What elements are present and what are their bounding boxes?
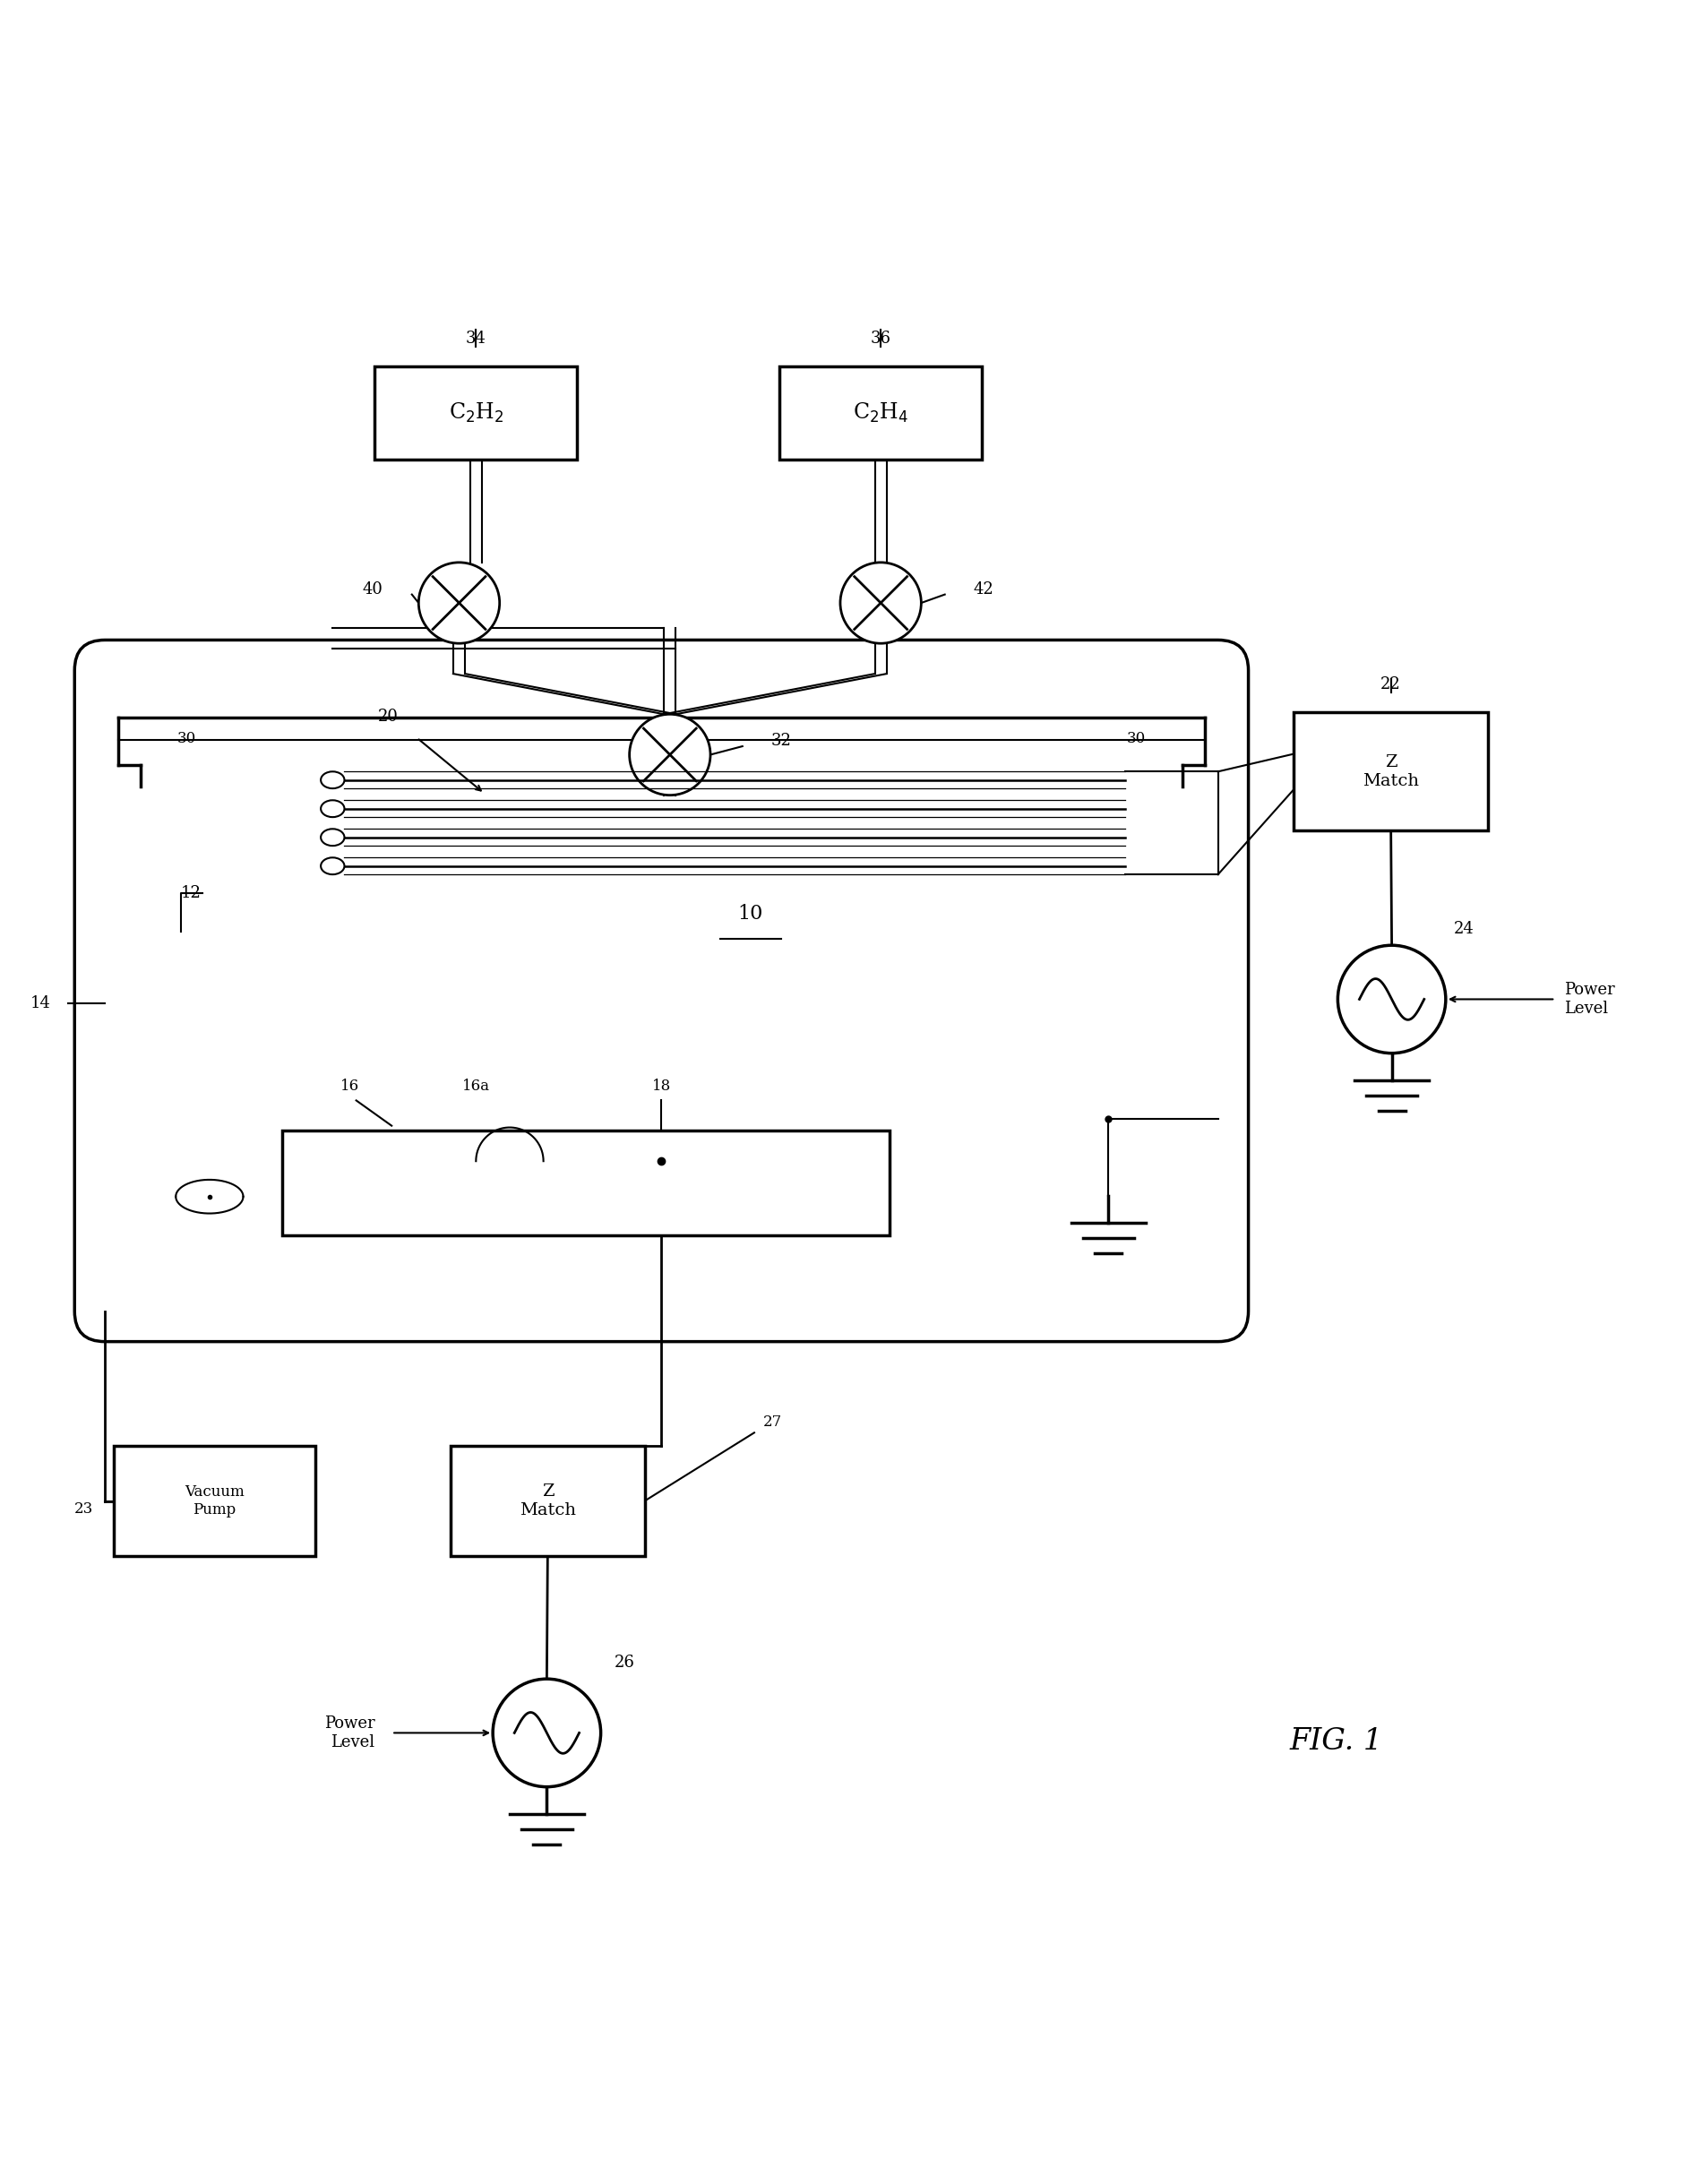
Bar	[451, 1446, 645, 1555]
Text: FIG. 1: FIG. 1	[1289, 1728, 1382, 1756]
Circle shape	[630, 714, 710, 795]
Text: 32: 32	[771, 734, 791, 749]
Text: 42: 42	[974, 581, 994, 598]
Text: Z
Match: Z Match	[1362, 753, 1420, 788]
Ellipse shape	[320, 771, 344, 788]
Text: Power
Level: Power Level	[324, 1714, 374, 1749]
Circle shape	[840, 563, 922, 644]
Bar	[374, 367, 578, 459]
Ellipse shape	[320, 858, 344, 874]
Ellipse shape	[320, 799, 344, 817]
Text: 16a: 16a	[462, 1079, 490, 1094]
Text: 30: 30	[1127, 732, 1145, 747]
Bar	[779, 367, 983, 459]
Text: 22: 22	[1381, 677, 1401, 692]
Text: C$_2$H$_4$: C$_2$H$_4$	[854, 402, 908, 426]
Circle shape	[493, 1679, 601, 1787]
Bar	[281, 1131, 889, 1236]
Text: 10: 10	[739, 904, 764, 924]
FancyBboxPatch shape	[75, 640, 1248, 1341]
Text: 27: 27	[762, 1413, 781, 1428]
Text: 26: 26	[615, 1653, 635, 1671]
Text: C$_2$H$_2$: C$_2$H$_2$	[449, 402, 503, 426]
Text: Z
Match: Z Match	[520, 1483, 576, 1518]
Text: Vacuum
Pump: Vacuum Pump	[185, 1485, 244, 1518]
Ellipse shape	[320, 830, 344, 845]
Text: 36: 36	[871, 330, 891, 347]
Text: 40: 40	[363, 581, 383, 598]
Text: 20: 20	[378, 708, 398, 725]
Text: Power
Level: Power Level	[1564, 983, 1614, 1016]
Text: 30: 30	[178, 732, 197, 747]
Text: 14: 14	[30, 996, 51, 1011]
Text: 18: 18	[652, 1079, 671, 1094]
Bar	[1294, 712, 1487, 830]
Bar	[113, 1446, 315, 1555]
Text: 16: 16	[340, 1079, 359, 1094]
Text: 34: 34	[466, 330, 486, 347]
Text: 12: 12	[181, 885, 202, 902]
Circle shape	[418, 563, 500, 644]
Text: 23: 23	[75, 1503, 93, 1518]
Text: 24: 24	[1453, 922, 1474, 937]
Circle shape	[1338, 946, 1445, 1053]
